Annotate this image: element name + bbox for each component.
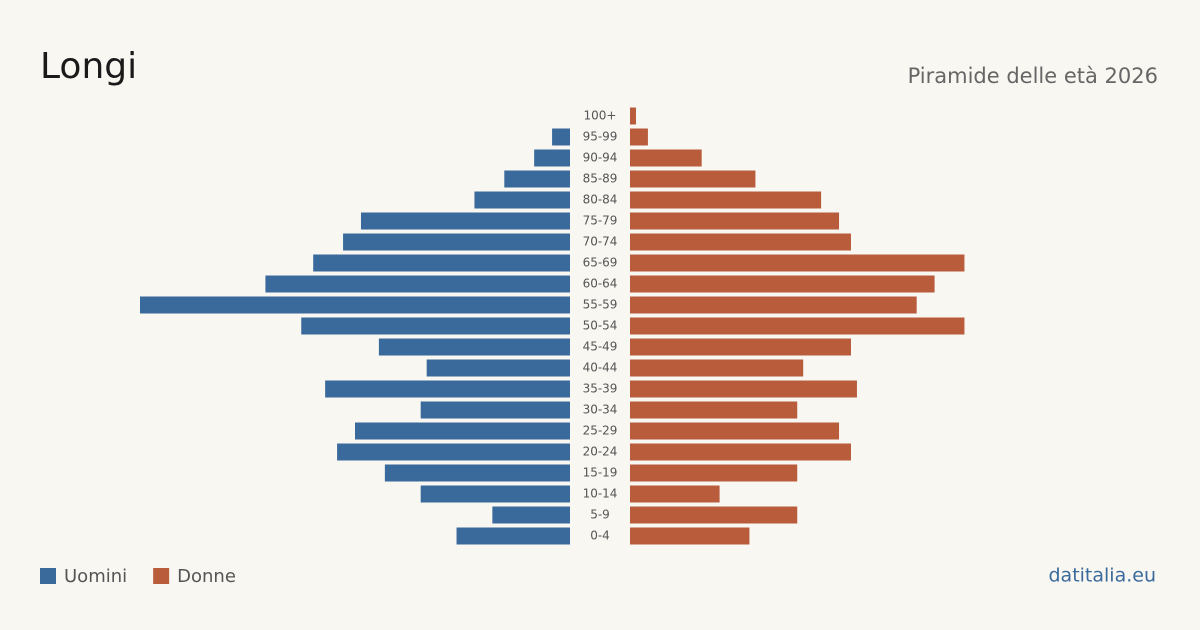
- legend-label: Donne: [177, 566, 236, 587]
- bar-male: [265, 275, 570, 293]
- bar-female: [630, 128, 648, 146]
- age-label: 45-49: [583, 340, 618, 354]
- bar-female: [630, 296, 917, 314]
- age-label: 5-9: [590, 508, 610, 522]
- bar-female: [630, 191, 822, 209]
- bar-male: [337, 443, 570, 461]
- bar-male: [384, 464, 570, 482]
- chart-subtitle: Piramide delle età 2026: [908, 64, 1158, 88]
- age-label: 100+: [584, 109, 617, 123]
- bar-female: [630, 275, 935, 293]
- chart-title: Longi: [40, 46, 137, 87]
- bar-male: [140, 296, 570, 314]
- age-label: 95-99: [583, 130, 618, 144]
- age-label: 60-64: [583, 277, 618, 291]
- bar-female: [630, 485, 720, 503]
- age-label: 50-54: [583, 319, 618, 333]
- bar-female: [630, 317, 965, 335]
- bar-male: [474, 191, 570, 209]
- bar-female: [630, 380, 857, 398]
- age-label: 25-29: [583, 424, 618, 438]
- age-label: 90-94: [583, 151, 618, 165]
- bar-female: [630, 107, 636, 125]
- bar-male: [492, 506, 570, 524]
- bar-male: [456, 527, 570, 545]
- bar-female: [630, 527, 750, 545]
- bar-female: [630, 212, 840, 230]
- age-label: 20-24: [583, 445, 618, 459]
- bar-male: [301, 317, 570, 335]
- bar-male: [355, 422, 570, 440]
- bar-male: [325, 380, 570, 398]
- bar-female: [630, 422, 840, 440]
- bar-male: [534, 149, 570, 167]
- age-label: 65-69: [583, 256, 618, 270]
- age-label: 35-39: [583, 382, 618, 396]
- bar-male: [343, 233, 570, 251]
- bar-male: [504, 170, 570, 188]
- bar-male: [360, 212, 570, 230]
- bar-female: [630, 254, 965, 272]
- source: datitalia.eu: [1049, 565, 1157, 587]
- age-label: 40-44: [583, 361, 618, 375]
- bar-male: [378, 338, 570, 356]
- age-label: 70-74: [583, 235, 618, 249]
- bar-female: [630, 464, 798, 482]
- bar-female: [630, 443, 851, 461]
- age-label: 55-59: [583, 298, 618, 312]
- age-label: 0-4: [590, 529, 610, 543]
- bar-female: [630, 338, 851, 356]
- legend-swatch: [153, 568, 170, 584]
- bar-female: [630, 359, 804, 377]
- age-label: 15-19: [583, 466, 618, 480]
- bar-female: [630, 233, 851, 251]
- bar-male: [420, 401, 570, 419]
- age-label: 10-14: [583, 487, 618, 501]
- legend-label: Uomini: [64, 566, 127, 587]
- bar-female: [630, 401, 798, 419]
- age-label: 75-79: [583, 214, 618, 228]
- bar-male: [313, 254, 570, 272]
- bar-female: [630, 149, 702, 167]
- bar-male: [420, 485, 570, 503]
- age-label: 30-34: [583, 403, 618, 417]
- bar-female: [630, 170, 756, 188]
- legend-swatch: [40, 568, 56, 584]
- age-label: 80-84: [583, 193, 618, 207]
- bar-male: [552, 128, 570, 146]
- bar-male: [426, 359, 570, 377]
- age-label: 85-89: [583, 172, 618, 186]
- bar-female: [630, 506, 798, 524]
